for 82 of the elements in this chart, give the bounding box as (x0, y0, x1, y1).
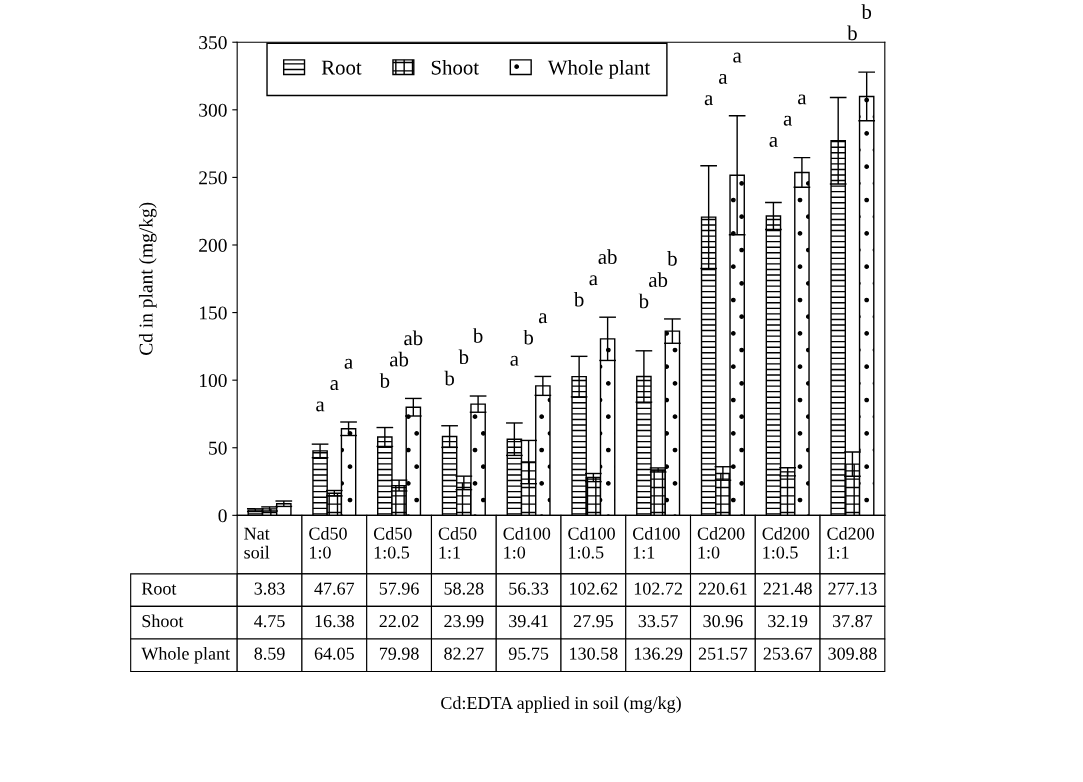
annotation: ab (598, 249, 617, 264)
annotation: b (472, 328, 483, 343)
data-label: 253.67 (763, 647, 812, 660)
annotation: a (769, 136, 778, 147)
data-label: 277.13 (828, 582, 877, 595)
x-tick-label: Cd50 1:0.5 (373, 526, 412, 559)
annotation: b (573, 291, 584, 307)
data-label: 79.98 (379, 647, 419, 660)
text: Cd:EDTA applied in soil (mg/kg) (441, 696, 681, 713)
annotation: ab (649, 272, 668, 288)
legend-label: Shoot (431, 59, 479, 75)
text: Whole plant (141, 647, 230, 664)
annotation: b (638, 293, 649, 309)
data-label: 220.61 (698, 582, 747, 595)
annotation: a (538, 313, 548, 324)
annotation: b (379, 373, 390, 388)
annotation: a (704, 95, 713, 106)
x-tick-label: Cd50 1:1 (438, 526, 477, 559)
data-label: 56.33 (509, 582, 549, 595)
legend-label: Root (321, 60, 362, 75)
data-label: 82.27 (444, 647, 484, 660)
annotation: a (510, 355, 519, 366)
data-label: 57.96 (379, 582, 419, 595)
x-tick-label: Cd100 1:0.5 (568, 526, 615, 559)
annotation: a (798, 94, 807, 105)
data-label: 8.59 (254, 647, 285, 660)
annotation: b (444, 370, 455, 386)
annotation: a (719, 73, 728, 84)
data-label: 136.29 (634, 647, 683, 660)
y-tick-label: 0 (218, 509, 227, 523)
annotation: ab (404, 330, 423, 346)
data-label: 251.57 (698, 647, 748, 660)
data-label: 4.75 (254, 615, 285, 628)
data-label: 30.96 (703, 615, 743, 628)
y-axis-title: Cd in plant (mg/kg) (138, 202, 157, 355)
annotation: b (458, 349, 469, 365)
data-label: 309.88 (828, 647, 877, 660)
data-label: 64.05 (314, 647, 354, 660)
x-tick-label: Cd200 1:0.5 (762, 526, 810, 559)
data-label: 102.62 (570, 582, 618, 595)
y-tick-label: 100 (200, 373, 227, 388)
x-tick-label: Cd100 1:1 (632, 526, 680, 559)
annotation: b (667, 251, 677, 266)
data-label: 27.95 (573, 615, 613, 628)
data-label: 95.75 (508, 647, 549, 660)
y-tick-label: 300 (199, 103, 227, 117)
text: Shoot (142, 614, 184, 628)
y-tick-label: 350 (199, 36, 227, 50)
data-label: 37.87 (832, 615, 873, 628)
annotation: ab (389, 351, 409, 367)
annotation: a (344, 358, 353, 369)
annotation: a (589, 275, 598, 286)
y-tick-label: 150 (200, 306, 227, 320)
x-tick-label: Nat soil (244, 527, 270, 559)
data-label: 39.41 (509, 615, 548, 628)
data-label: 33.57 (638, 615, 678, 628)
data-label: 130.58 (570, 647, 618, 660)
x-tick-label: Cd100 1:0 (503, 526, 551, 559)
annotation: b (523, 329, 534, 345)
x-tick-label: Cd50 1:0 (309, 526, 347, 559)
data-label: 47.67 (314, 582, 355, 595)
annotation: a (783, 115, 792, 126)
data-label: 22.02 (379, 615, 419, 628)
x-tick-label: Cd200 1:1 (827, 526, 874, 559)
data-label: 23.99 (444, 615, 484, 628)
data-label: 16.38 (315, 615, 354, 628)
x-tick-label: Cd200 1:0 (697, 526, 745, 559)
y-tick-label: 200 (199, 238, 227, 252)
annotation: a (316, 401, 325, 412)
legend-label: Whole plant (547, 59, 651, 79)
data-label: 32.19 (768, 615, 808, 628)
y-tick-label: 250 (199, 171, 227, 185)
text: Root (141, 582, 177, 595)
y-tick-label: 50 (209, 441, 227, 455)
data-label: 3.83 (254, 582, 285, 595)
annotation: a (733, 52, 742, 63)
data-label: 58.28 (444, 582, 484, 595)
text: b (861, 4, 872, 19)
data-label: 102.72 (634, 582, 682, 595)
data-label: 221.48 (763, 582, 812, 595)
annotation: a (330, 380, 339, 391)
text: b (847, 25, 857, 41)
